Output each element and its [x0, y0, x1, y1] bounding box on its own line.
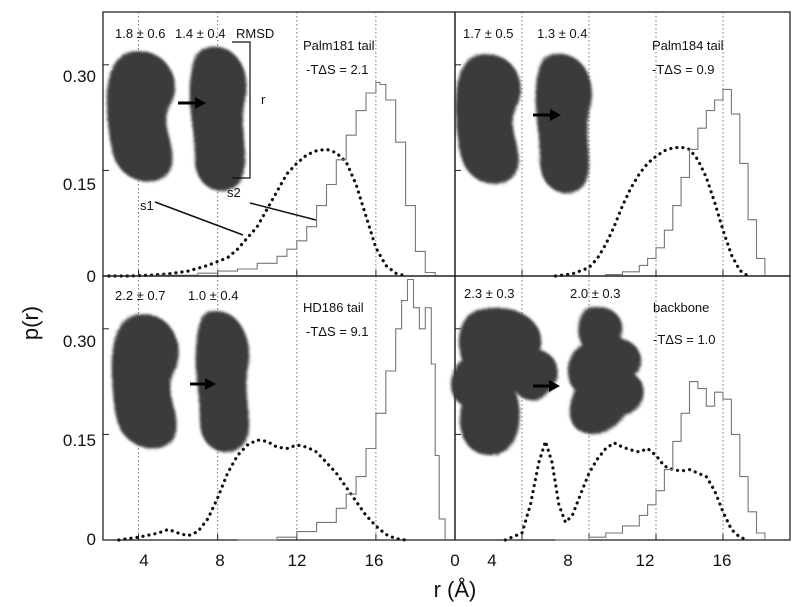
molecule-image-backbone: [451, 306, 644, 456]
molecule-image-palm181: [106, 46, 247, 191]
callout-line-s1: [154, 201, 244, 236]
rmsd-value-1: 2.2 ± 0.7: [115, 288, 166, 303]
panel-name: Palm184 tail: [652, 38, 724, 53]
panel-name: HD186 tail: [303, 300, 364, 315]
arrow-palm181: [178, 97, 206, 109]
panel-frame: [454, 275, 791, 541]
arrow-hd186: [190, 378, 216, 390]
y-axis-title: p(r): [18, 306, 43, 340]
rmsd-value-2: 1.3 ± 0.4: [537, 26, 588, 41]
y-tick-label-top-0.30: 0.30: [63, 67, 96, 86]
series-line-step: [118, 81, 436, 277]
distance-bracket: [232, 41, 251, 179]
entropy-label: -TΔS = 1.0: [653, 332, 716, 347]
rmsd-value-1: 1.8 ± 0.6: [115, 26, 166, 41]
x-axis-title: r (Å): [434, 577, 477, 602]
series-line-dotted: [503, 436, 750, 542]
bracket-label-r: r: [261, 92, 266, 107]
y-tick-label-top-0.15: 0.15: [63, 175, 96, 194]
series-line-dotted: [107, 147, 408, 278]
y-tick-label-top-0: 0: [87, 267, 96, 286]
x-tick-label-left-4: 4: [139, 551, 148, 570]
rmsd-value-2: 1.4 ± 0.4: [175, 26, 226, 41]
entropy-label: -TΔS = 0.9: [652, 62, 715, 77]
panel-name: Palm181 tail: [303, 38, 375, 53]
series-line-dotted: [117, 438, 408, 542]
x-tick-label-origin-0: 0: [450, 551, 459, 570]
x-tick-label-left-8: 8: [215, 551, 224, 570]
rmsd-value-2: 2.0 ± 0.3: [570, 286, 621, 301]
arrow-palm184: [533, 109, 561, 121]
rmsd-label: RMSD: [236, 26, 274, 41]
series-line-step: [555, 381, 766, 541]
entropy-label: -TΔS = 9.1: [306, 324, 369, 339]
callout-line-s2: [249, 202, 317, 221]
callout-label-s2: s2: [227, 185, 241, 200]
x-tick-label-right-4: 4: [487, 551, 496, 570]
x-tick-label-left-16: 16: [365, 551, 384, 570]
x-tick-label-right-12: 12: [636, 551, 655, 570]
series-line-dotted: [553, 145, 750, 278]
y-tick-label-bottom-0: 0: [87, 530, 96, 549]
callout-label-s1: s1: [140, 198, 154, 213]
series-line-step: [237, 278, 446, 541]
entropy-label: -TΔS = 2.1: [306, 62, 369, 77]
arrow-backbone: [533, 380, 560, 392]
panel-palm184: [454, 11, 791, 278]
y-tick-label-bottom-0.30: 0.30: [63, 332, 96, 351]
x-tick-label-right-16: 16: [713, 551, 732, 570]
rmsd-value-1: 1.7 ± 0.5: [463, 26, 514, 41]
rmsd-value-2: 1.0 ± 0.4: [188, 288, 239, 303]
rmsd-value-1: 2.3 ± 0.3: [464, 286, 515, 301]
x-tick-label-left-12: 12: [288, 551, 307, 570]
molecule-image-palm184: [455, 53, 592, 194]
series-line-step: [572, 88, 766, 277]
y-tick-label-bottom-0.15: 0.15: [63, 431, 96, 450]
x-tick-label-right-8: 8: [563, 551, 572, 570]
molecule-image-hd186: [111, 311, 250, 453]
panel-name: backbone: [653, 300, 709, 315]
